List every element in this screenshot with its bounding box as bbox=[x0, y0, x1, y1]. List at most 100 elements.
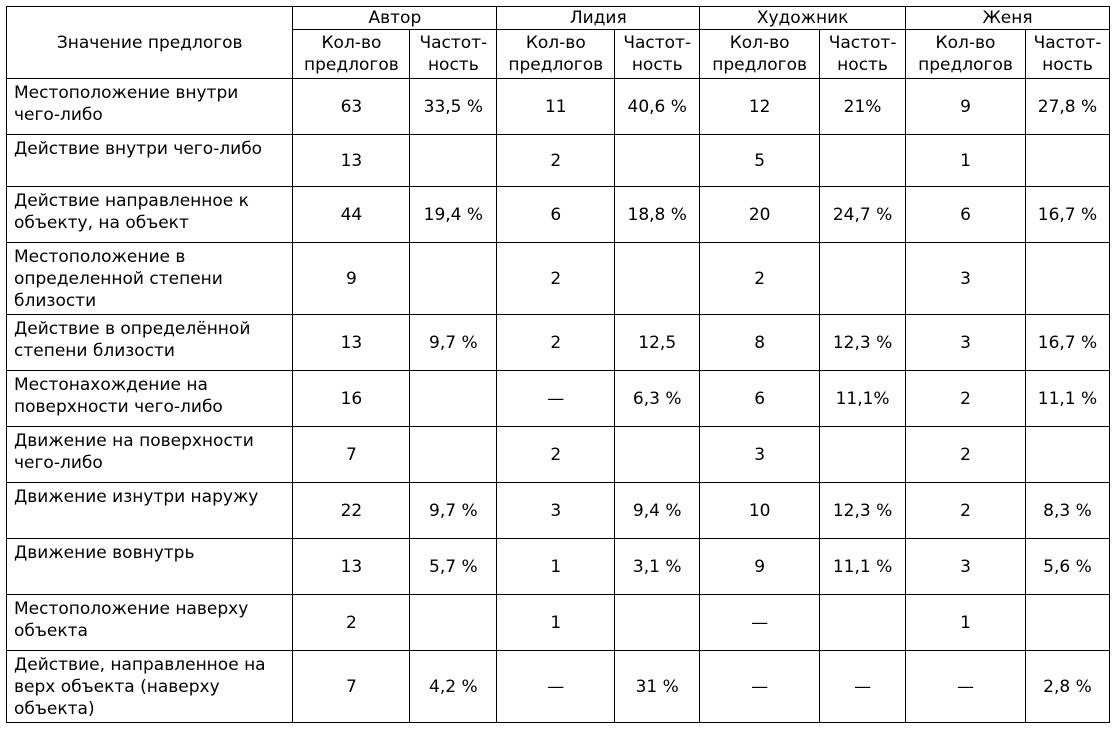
frequency-cell: 33,5 % bbox=[409, 78, 498, 135]
sub-header-line: предлогов bbox=[712, 55, 808, 75]
frequency-cell bbox=[819, 134, 907, 187]
frequency-cell bbox=[819, 426, 907, 483]
count-cell: 2 bbox=[699, 242, 821, 315]
frequency-cell: 11,1 % bbox=[1024, 370, 1111, 427]
prepositions-table: Значение предлогов Автор Лидия Художник … bbox=[5, 6, 1111, 723]
frequency-cell: 11,1 % bbox=[819, 538, 907, 595]
table-row: Местоположение наверху объекта 2 1 — 1 bbox=[5, 594, 1111, 651]
count-cell: 16 bbox=[292, 370, 411, 427]
row-label: Местоположение наверху объекта bbox=[5, 594, 294, 651]
count-cell: 6 bbox=[496, 186, 616, 243]
row-label: Местоположение в определенной степени бл… bbox=[5, 242, 294, 315]
count-cell: 11 bbox=[496, 78, 616, 135]
count-cell: 7 bbox=[292, 650, 411, 723]
count-cell: 1 bbox=[496, 594, 616, 651]
count-cell: 8 bbox=[699, 314, 821, 371]
row-label: Действие в определённой степени близости bbox=[5, 314, 294, 371]
frequency-cell: 12,3 % bbox=[819, 314, 907, 371]
frequency-cell: 9,4 % bbox=[614, 482, 701, 539]
count-cell: 3 bbox=[905, 242, 1026, 315]
count-cell: 9 bbox=[292, 242, 411, 315]
row-label: Движение вовнутрь bbox=[5, 538, 294, 595]
sub-header-line: Кол-во bbox=[525, 33, 586, 53]
table-row: Местонахождение на поверхности чего-либо… bbox=[5, 370, 1111, 427]
frequency-cell: 40,6 % bbox=[614, 78, 701, 135]
table-row: Действие, направленное на верх объекта (… bbox=[5, 650, 1111, 723]
count-cell: 9 bbox=[905, 78, 1026, 135]
frequency-cell bbox=[1024, 242, 1111, 315]
group-header-author: Автор bbox=[292, 6, 498, 30]
frequency-cell bbox=[819, 594, 907, 651]
count-cell: 9 bbox=[699, 538, 821, 595]
row-label: Действие направленное к объекту, на объе… bbox=[5, 186, 294, 243]
count-cell: 22 bbox=[292, 482, 411, 539]
sub-header-line: предлогов bbox=[304, 55, 399, 75]
count-cell: 20 bbox=[699, 186, 821, 243]
row-label: Местоположение внутри чего-либо bbox=[5, 78, 294, 135]
frequency-cell: 3,1 % bbox=[614, 538, 701, 595]
count-cell: 3 bbox=[905, 314, 1026, 371]
count-cell: 2 bbox=[292, 594, 411, 651]
frequency-cell bbox=[409, 242, 498, 315]
frequency-cell: 19,4 % bbox=[409, 186, 498, 243]
count-cell: 3 bbox=[699, 426, 821, 483]
frequency-cell bbox=[409, 594, 498, 651]
frequency-cell: 4,2 % bbox=[409, 650, 498, 723]
row-label: Движение изнутри наружу bbox=[5, 482, 294, 539]
frequency-cell: 12,5 bbox=[614, 314, 701, 371]
frequency-cell: 16,7 % bbox=[1024, 314, 1111, 371]
frequency-cell: 24,7 % bbox=[819, 186, 907, 243]
count-cell: 1 bbox=[905, 134, 1026, 187]
sub-header-count: Кол-во предлогов bbox=[905, 29, 1026, 79]
count-cell: 3 bbox=[496, 482, 616, 539]
frequency-cell: 6,3 % bbox=[614, 370, 701, 427]
sub-header-line: ность bbox=[837, 55, 888, 75]
sub-header-freq: Частот-ность bbox=[409, 29, 498, 79]
count-cell: 1 bbox=[496, 538, 616, 595]
count-cell: 5 bbox=[699, 134, 821, 187]
sub-header-line: предлогов bbox=[508, 55, 604, 75]
frequency-cell bbox=[614, 594, 701, 651]
table-row: Движение вовнутрь 13 5,7 % 1 3,1 % 9 11,1 % 3 5,… bbox=[5, 538, 1111, 595]
group-header-lidia: Лидия bbox=[496, 6, 701, 30]
count-cell: 2 bbox=[905, 370, 1026, 427]
count-cell: 2 bbox=[905, 482, 1026, 539]
count-cell: — bbox=[699, 594, 821, 651]
row-label: Движение на поверхности чего-либо bbox=[5, 426, 294, 483]
frequency-cell: 12,3 % bbox=[819, 482, 907, 539]
table-row: Движение на поверхности чего-либо 7 2 3 2 bbox=[5, 426, 1111, 483]
table-row: Движение изнутри наружу 22 9,7 % 3 9,4 % 10 12… bbox=[5, 482, 1111, 539]
table-row: Местоположение внутри чего-либо 63 33,5 % 1… bbox=[5, 78, 1111, 135]
frequency-cell: 8,3 % bbox=[1024, 482, 1111, 539]
sub-header-line: Кол-во bbox=[321, 33, 382, 53]
count-cell: 12 bbox=[699, 78, 821, 135]
sub-header-line: Кол-во bbox=[729, 33, 790, 53]
frequency-cell: 16,7 % bbox=[1024, 186, 1111, 243]
frequency-cell: 11,1% bbox=[819, 370, 907, 427]
count-cell: — bbox=[496, 370, 616, 427]
frequency-cell: 9,7 % bbox=[409, 482, 498, 539]
count-cell: 1 bbox=[905, 594, 1026, 651]
sub-header-line: Кол-во bbox=[935, 33, 996, 53]
count-cell: 13 bbox=[292, 538, 411, 595]
count-cell: 6 bbox=[699, 370, 821, 427]
table-row: Местоположение в определенной степени бл… bbox=[5, 242, 1111, 315]
sub-header-line: Частот- bbox=[623, 33, 692, 53]
count-cell: 2 bbox=[496, 314, 616, 371]
frequency-cell bbox=[1024, 134, 1111, 187]
count-cell: 13 bbox=[292, 134, 411, 187]
frequency-cell: 9,7 % bbox=[409, 314, 498, 371]
frequency-cell bbox=[1024, 426, 1111, 483]
frequency-cell: 5,7 % bbox=[409, 538, 498, 595]
count-cell: 2 bbox=[496, 426, 616, 483]
sub-header-count: Кол-во предлогов bbox=[496, 29, 616, 79]
sub-header-line: предлогов bbox=[918, 55, 1013, 75]
frequency-cell bbox=[614, 134, 701, 187]
frequency-cell: 5,6 % bbox=[1024, 538, 1111, 595]
sub-header-count: Кол-во предлогов bbox=[699, 29, 821, 79]
count-cell: 2 bbox=[496, 134, 616, 187]
label-column-header: Значение предлогов bbox=[5, 6, 294, 79]
count-cell: 2 bbox=[496, 242, 616, 315]
sub-header-count: Кол-во предлогов bbox=[292, 29, 411, 79]
sub-header-freq: Частот-ность bbox=[819, 29, 907, 79]
